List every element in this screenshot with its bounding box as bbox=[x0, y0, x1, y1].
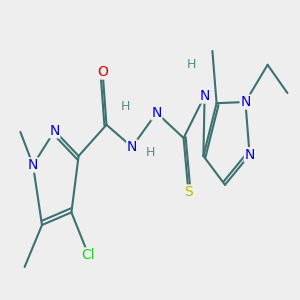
Text: O: O bbox=[97, 65, 108, 79]
Text: N: N bbox=[244, 148, 255, 162]
Text: N: N bbox=[240, 95, 250, 109]
Text: N: N bbox=[152, 106, 162, 120]
Text: S: S bbox=[184, 185, 193, 199]
Text: H: H bbox=[146, 146, 155, 160]
Text: N: N bbox=[127, 140, 137, 154]
Text: Cl: Cl bbox=[82, 248, 95, 262]
Text: H: H bbox=[121, 100, 130, 113]
Text: N: N bbox=[200, 89, 210, 103]
Text: N: N bbox=[50, 124, 60, 138]
Text: N: N bbox=[28, 158, 38, 172]
Text: H: H bbox=[187, 58, 196, 71]
